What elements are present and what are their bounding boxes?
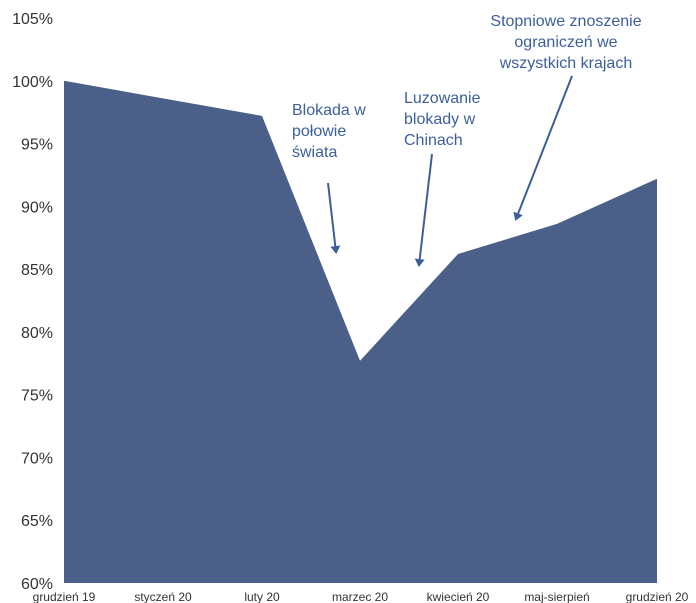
annotation: Blokada w połowie świata xyxy=(292,102,366,254)
annotation: Stopniowe znoszenie ograniczeń we wszystki… xyxy=(490,13,642,221)
y-tick-label: 105% xyxy=(12,11,53,28)
annotation-text: Luzowanie blokady w Chinach xyxy=(404,90,481,149)
annotations: Blokada w połowie świata Luzowanie blokady w… xyxy=(292,13,642,267)
x-tick-label: grudzień 19 xyxy=(33,590,96,603)
y-tick-label: 90% xyxy=(21,199,53,216)
x-tick-label: maj-sierpień xyxy=(524,590,589,603)
y-tick-label: 60% xyxy=(21,576,53,593)
annotation-text: Blokada w połowie świata xyxy=(292,102,366,161)
x-axis: grudzień 19 styczeń 20 luty 20 marzec 20 kwi… xyxy=(33,590,689,603)
y-tick-label: 65% xyxy=(21,513,53,530)
y-tick-label: 85% xyxy=(21,262,53,279)
annotation-text: Stopniowe znoszenie ograniczeń we wszystki… xyxy=(490,13,641,72)
y-axis: 60% 65% 70% 75% 80% 85% 90% 95% 100% 105% xyxy=(12,11,53,593)
x-tick-label: grudzień 20 xyxy=(626,590,689,603)
annotation-arrow xyxy=(513,75,573,221)
x-tick-label: luty 20 xyxy=(244,590,280,603)
x-tick-label: kwiecień 20 xyxy=(427,590,490,603)
area-series xyxy=(64,80,657,584)
plot-area xyxy=(64,80,657,584)
annotation-arrow xyxy=(327,182,341,254)
annotation-arrow xyxy=(414,153,433,267)
y-tick-label: 100% xyxy=(12,74,53,91)
annotation: Luzowanie blokady w Chinach xyxy=(404,90,481,267)
y-tick-label: 80% xyxy=(21,325,53,342)
y-tick-label: 95% xyxy=(21,137,53,154)
x-tick-label: marzec 20 xyxy=(332,590,388,603)
y-tick-label: 70% xyxy=(21,450,53,467)
y-tick-label: 75% xyxy=(21,388,53,405)
x-tick-label: styczeń 20 xyxy=(134,590,192,603)
